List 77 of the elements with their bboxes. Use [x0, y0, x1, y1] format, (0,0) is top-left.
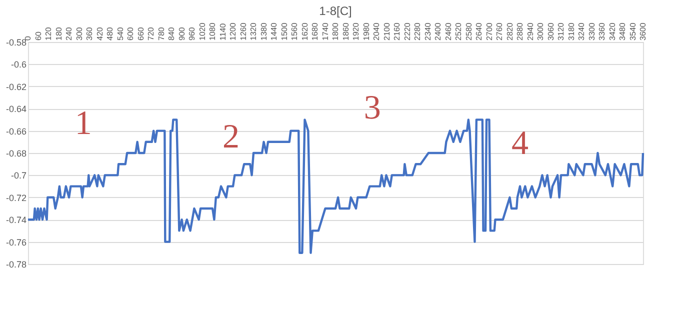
x-tick-label: 900: [177, 26, 186, 40]
x-tick-label: 2220: [402, 22, 412, 40]
x-tick-label: 2640: [474, 22, 484, 40]
x-tick-label: 780: [156, 26, 166, 40]
x-tick-label: 1860: [341, 22, 350, 40]
x-tick-label: 1680: [310, 22, 320, 40]
y-tick-label: -0.58: [6, 38, 26, 48]
y-tick-label: -0.66: [6, 126, 26, 136]
x-tick-label: 1320: [249, 22, 258, 40]
x-tick-label: 540: [116, 26, 125, 40]
x-tick-label: 720: [146, 26, 156, 40]
y-tick-label: -0.72: [6, 192, 26, 203]
annotation: 1: [74, 105, 92, 142]
x-tick-label: 3480: [618, 22, 627, 40]
x-tick-label: 840: [167, 26, 176, 40]
x-tick-label: 60: [34, 31, 43, 40]
x-tick-label: 3060: [546, 22, 556, 40]
x-tick-label: 0: [24, 36, 32, 40]
y-tick-label: -0.78: [6, 260, 26, 270]
x-tick-label: 1140: [218, 22, 228, 40]
x-tick-label: 360: [85, 26, 94, 40]
x-tick-label: 2880: [516, 22, 524, 40]
x-tick-label: 1500: [280, 22, 289, 40]
x-tick-label: 1620: [300, 22, 310, 40]
x-tick-label: 2340: [423, 22, 432, 40]
x-tick-label: 3180: [566, 22, 576, 40]
y-tick-label: -0.6: [10, 60, 26, 70]
x-tick-label: 2400: [434, 22, 442, 40]
x-tick-label: 480: [106, 26, 114, 40]
y-tick-label: -0.68: [6, 148, 26, 158]
x-tick-label: 2820: [505, 22, 514, 40]
x-tick-label: 2700: [484, 22, 494, 40]
x-tick-label: 3600: [638, 22, 648, 40]
x-tick-label: 2760: [495, 22, 504, 40]
x-tick-label: 2160: [392, 22, 402, 40]
annotation: 4: [512, 125, 528, 162]
annotation: 3: [364, 90, 381, 127]
x-tick-label: 3120: [556, 22, 566, 40]
x-tick-label: 1440: [270, 22, 278, 40]
x-tick-label: 2460: [444, 22, 453, 40]
x-tick-label: 3000: [536, 22, 545, 40]
x-tick-label: 660: [136, 26, 146, 40]
x-tick-label: 3360: [598, 22, 606, 40]
x-tick-label: 600: [126, 26, 135, 40]
chart-title: 1-8[C]: [319, 4, 352, 18]
y-tick-label: -0.64: [6, 104, 26, 114]
y-tick-label: -0.62: [6, 82, 26, 92]
x-tick-label: 960: [188, 26, 196, 40]
x-tick-label: 1920: [352, 22, 360, 40]
x-tick-label: 3240: [577, 22, 586, 40]
x-tick-label: 180: [54, 26, 64, 40]
x-tick-label: 240: [64, 26, 74, 40]
x-tick-label: 2040: [372, 22, 381, 40]
x-tick-label: 300: [74, 26, 84, 40]
y-tick-label: -0.7: [10, 170, 26, 181]
x-tick-label: 2580: [464, 22, 474, 40]
annotation: 2: [222, 118, 240, 156]
x-tick-label: 1380: [259, 22, 268, 40]
x-tick-label: 1260: [238, 22, 248, 40]
x-tick-label: 2280: [413, 22, 422, 40]
x-tick-label: 3540: [628, 22, 638, 40]
x-tick-label: 2940: [526, 22, 535, 40]
x-tick-label: 1080: [208, 22, 217, 40]
x-tick-label: 3300: [587, 22, 596, 40]
x-tick-label: 1800: [331, 22, 340, 40]
x-tick-label: 1020: [198, 22, 207, 40]
x-tick-label: 2520: [454, 22, 463, 40]
x-tick-label: 420: [95, 26, 104, 40]
x-tick-label: 2100: [382, 22, 392, 40]
y-tick-label: -0.74: [6, 215, 26, 226]
x-tick-label: 120: [44, 26, 53, 40]
x-tick-label: 3420: [608, 22, 617, 40]
y-tick-label: -0.76: [6, 237, 26, 248]
x-tick-label: 1980: [362, 22, 371, 40]
x-tick-label: 1740: [320, 22, 330, 40]
x-tick-label: 1200: [228, 22, 238, 40]
x-tick-label: 1560: [290, 22, 299, 40]
